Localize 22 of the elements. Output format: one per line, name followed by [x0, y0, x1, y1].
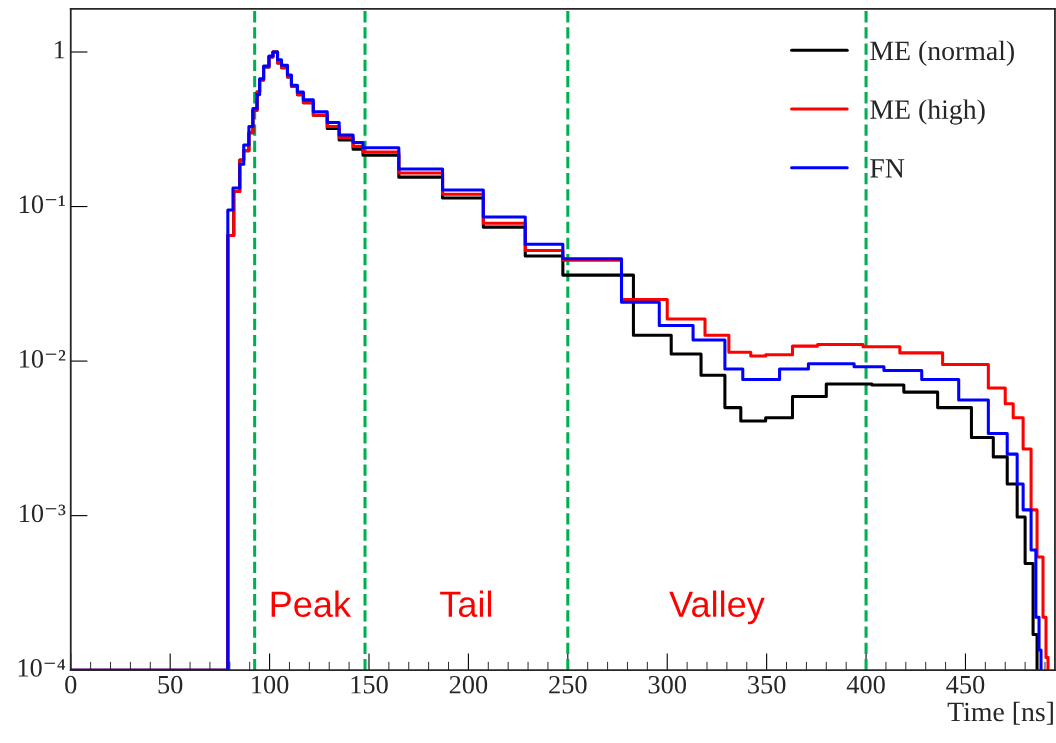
x-axis-title: Time [ns]: [947, 701, 1053, 725]
legend-label: ME (high): [870, 99, 985, 125]
x-tick-label: 100: [252, 675, 289, 694]
x-tick-label: 50: [158, 675, 183, 694]
legend-label: FN: [870, 159, 905, 178]
legend-label: ME (normal): [870, 40, 1014, 66]
annotation: Tail: [440, 590, 492, 618]
y-tick-label: 10⁻¹: [19, 195, 65, 214]
y-tick-label: 10⁻²: [19, 349, 66, 368]
annotation: Peak: [271, 590, 352, 618]
y-tick-label: 10⁻⁴: [18, 658, 66, 677]
y-tick-label: 1: [55, 40, 65, 59]
y-tick-label: 10⁻³: [19, 504, 66, 523]
x-tick-label: 450: [946, 675, 985, 694]
x-tick-label: 400: [846, 675, 885, 694]
x-tick-label: 150: [351, 675, 388, 694]
x-tick-label: 200: [449, 675, 488, 694]
x-tick-label: 250: [549, 675, 587, 694]
x-tick-label: 350: [748, 675, 786, 694]
x-tick-label: 300: [648, 675, 687, 694]
annotation: Valley: [669, 590, 765, 625]
x-tick-label: 0: [65, 675, 77, 694]
